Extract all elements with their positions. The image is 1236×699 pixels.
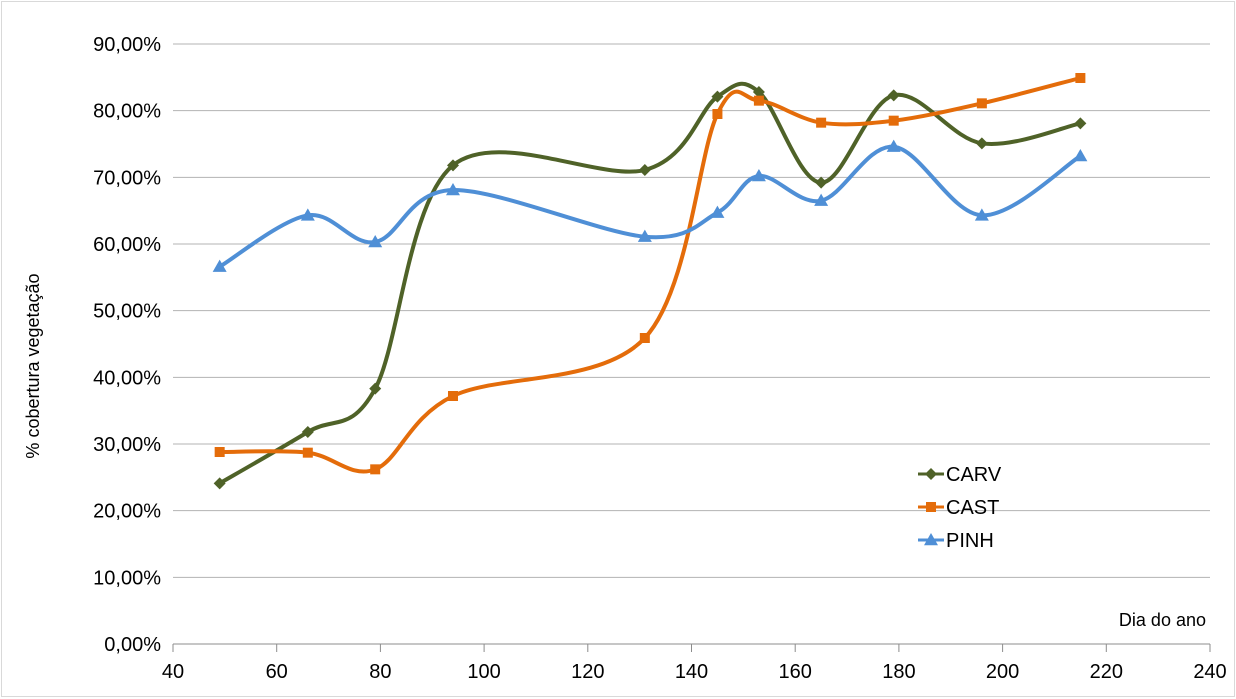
legend-marker-cast bbox=[926, 502, 936, 512]
series-line-pinh bbox=[217, 144, 1083, 269]
data-point-cast bbox=[447, 391, 458, 401]
y-tick-label: 0,00% bbox=[104, 634, 161, 656]
data-point-cast bbox=[753, 95, 764, 106]
data-point-pinh bbox=[886, 139, 901, 152]
legend-marker-carv bbox=[925, 468, 937, 480]
data-point-pinh bbox=[445, 183, 460, 196]
data-point-carv bbox=[1074, 117, 1087, 130]
x-tick-label: 100 bbox=[467, 661, 500, 683]
legend-marker-pinh bbox=[924, 533, 938, 546]
legend-label-cast: CAST bbox=[946, 497, 999, 519]
data-point-pinh bbox=[300, 208, 315, 221]
legend-label-carv: CARV bbox=[946, 464, 1002, 486]
y-tick-label: 30,00% bbox=[93, 434, 161, 456]
data-point-pinh bbox=[710, 205, 725, 218]
data-point-cast bbox=[816, 117, 827, 128]
data-point-cast bbox=[639, 333, 650, 343]
data-point-pinh bbox=[212, 259, 227, 272]
data-point-cast bbox=[302, 447, 313, 458]
x-tick-label: 80 bbox=[369, 661, 391, 683]
series-line-cast bbox=[217, 76, 1083, 474]
data-point-carv bbox=[369, 382, 382, 395]
y-tick-label: 60,00% bbox=[93, 234, 161, 256]
y-tick-label: 40,00% bbox=[93, 367, 161, 389]
data-point-pinh bbox=[814, 193, 829, 206]
data-point-carv bbox=[711, 90, 724, 103]
data-point-cast bbox=[214, 447, 225, 457]
data-point-pinh bbox=[637, 229, 652, 242]
x-tick-label: 140 bbox=[675, 661, 708, 683]
y-tick-label: 70,00% bbox=[93, 167, 161, 189]
data-point-pinh bbox=[974, 208, 989, 221]
y-tick-label: 10,00% bbox=[93, 567, 161, 589]
data-point-cast bbox=[888, 115, 899, 126]
data-point-carv bbox=[887, 89, 900, 102]
data-point-cast bbox=[370, 464, 381, 475]
data-point-carv bbox=[638, 164, 651, 176]
x-tick-label: 40 bbox=[162, 661, 184, 683]
y-tick-label: 20,00% bbox=[93, 501, 161, 523]
y-axis-title: % cobertura vegetação bbox=[23, 273, 43, 458]
data-point-pinh bbox=[751, 169, 766, 182]
data-point-carv bbox=[752, 86, 765, 98]
data-point-carv bbox=[975, 137, 988, 150]
x-tick-label: 220 bbox=[1090, 661, 1123, 683]
x-tick-label: 120 bbox=[571, 661, 604, 683]
data-point-cast bbox=[976, 98, 987, 109]
data-point-pinh bbox=[1073, 149, 1088, 162]
x-tick-label: 160 bbox=[779, 661, 812, 683]
series-line-carv bbox=[217, 81, 1083, 486]
x-tick-label: 60 bbox=[266, 661, 288, 683]
data-point-carv bbox=[446, 159, 459, 172]
data-point-carv bbox=[815, 176, 828, 189]
y-tick-label: 50,00% bbox=[93, 301, 161, 323]
data-point-cast bbox=[712, 109, 723, 119]
x-tick-label: 200 bbox=[986, 661, 1019, 683]
data-point-carv bbox=[213, 477, 226, 490]
y-tick-label: 90,00% bbox=[93, 34, 161, 56]
data-point-cast bbox=[1075, 73, 1086, 83]
x-tick-label: 180 bbox=[882, 661, 915, 683]
y-tick-label: 80,00% bbox=[93, 101, 161, 123]
x-axis-title: Dia do ano bbox=[1119, 610, 1206, 630]
data-point-pinh bbox=[368, 235, 383, 248]
legend-label-pinh: PINH bbox=[946, 530, 994, 552]
data-point-carv bbox=[301, 426, 314, 438]
x-tick-label: 240 bbox=[1193, 661, 1226, 683]
